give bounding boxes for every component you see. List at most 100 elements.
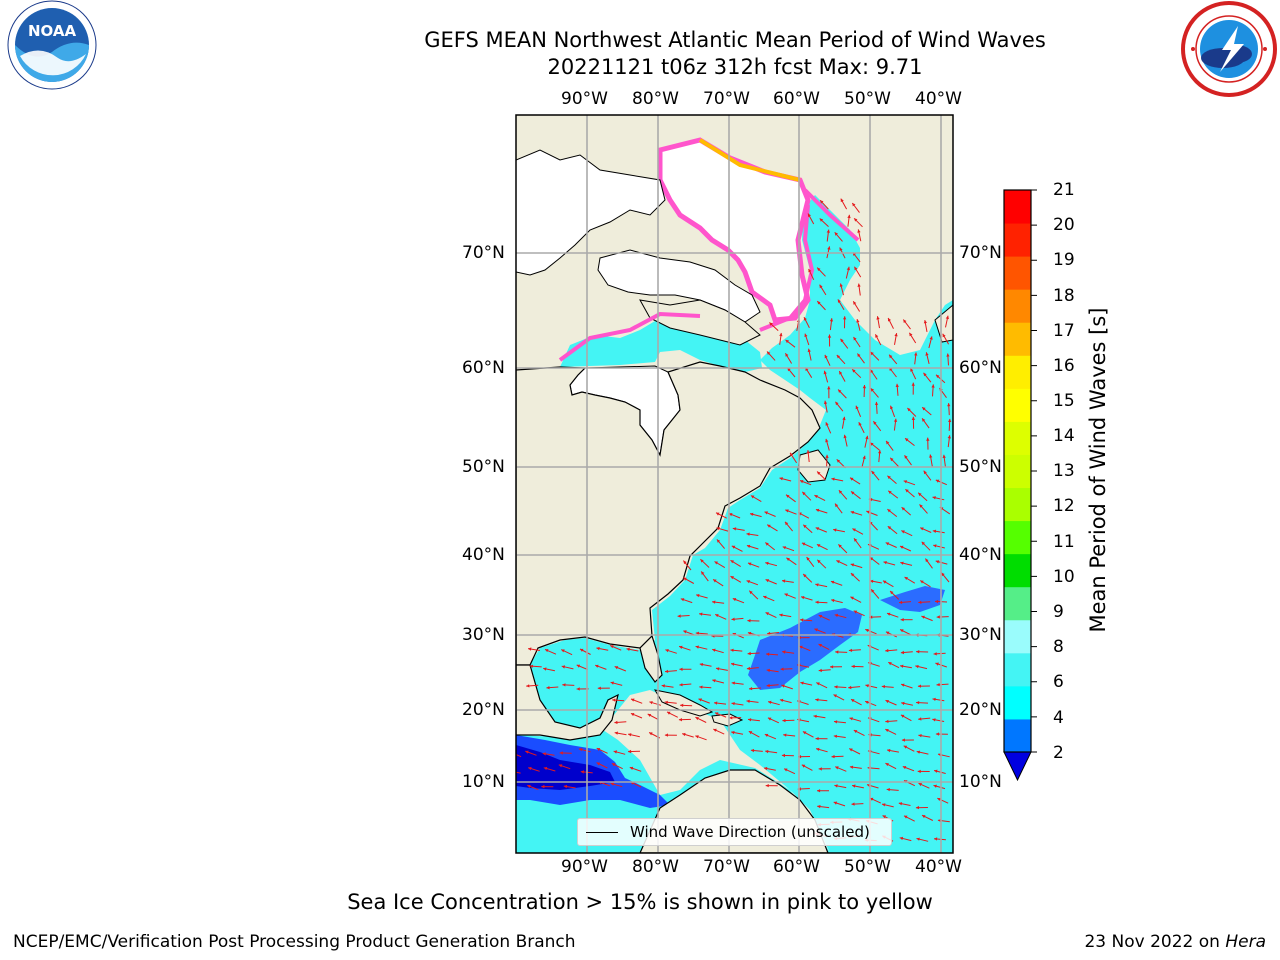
wind-wave-arrowhead xyxy=(785,521,789,526)
wind-wave-arrowhead xyxy=(942,454,946,458)
wind-wave-arrowhead xyxy=(878,450,882,454)
wind-wave-arrowhead xyxy=(783,733,787,737)
wind-wave-arrowhead xyxy=(839,371,843,375)
wind-wave-arrowhead xyxy=(786,557,790,561)
wind-wave-arrowhead xyxy=(935,662,939,666)
wind-wave-arrowhead xyxy=(925,352,929,356)
wind-wave-arrowhead xyxy=(904,455,908,459)
wind-wave-arrowhead xyxy=(900,664,904,668)
wind-wave-arrowhead xyxy=(857,229,861,233)
wind-wave-arrowhead xyxy=(768,700,772,704)
wind-wave-arrowhead xyxy=(947,435,951,439)
wind-wave-arrowhead xyxy=(817,267,821,271)
wind-wave-arrowhead xyxy=(870,388,874,392)
wind-wave-arrowhead xyxy=(839,283,843,287)
wind-wave-arrowhead xyxy=(680,703,684,707)
wind-wave-arrowhead xyxy=(851,664,855,669)
wind-wave-arrowhead xyxy=(873,421,877,425)
wind-wave-arrowhead xyxy=(870,369,874,373)
wind-wave-arrowhead xyxy=(528,647,532,651)
nws-logo-icon xyxy=(1181,1,1277,97)
colorbar-segment xyxy=(1004,223,1031,257)
wind-wave-arrowhead xyxy=(851,802,855,806)
wind-wave-arrowhead xyxy=(900,650,905,655)
wind-wave-arrowhead xyxy=(649,701,653,705)
wind-wave-arrowhead xyxy=(829,318,834,322)
wind-wave-arrowhead xyxy=(749,687,753,691)
wind-wave-arrowhead xyxy=(855,405,859,410)
wind-wave-arrowhead xyxy=(900,618,904,622)
colorbar-tick: 6 xyxy=(1053,672,1064,692)
wind-wave-arrowhead xyxy=(765,612,769,616)
wind-wave-arrowhead xyxy=(932,718,936,722)
lon-label-bottom: 50°W xyxy=(844,857,891,877)
wind-wave-arrowhead xyxy=(542,752,546,756)
wind-wave-arrowhead xyxy=(911,382,915,386)
wind-wave-arrowhead xyxy=(935,560,940,564)
wind-wave-arrowhead xyxy=(840,198,844,203)
wind-wave-arrowhead xyxy=(729,513,733,517)
wind-wave-arrowhead xyxy=(921,541,925,546)
wind-wave-arrowhead xyxy=(580,648,584,652)
colorbar-tick: 11 xyxy=(1053,532,1075,552)
wind-wave-arrowhead xyxy=(819,284,823,289)
wind-wave-arrowhead xyxy=(767,717,772,721)
wind-wave-arrowhead xyxy=(853,730,858,734)
wind-wave-arrowhead xyxy=(836,355,841,359)
wind-wave-arrowhead xyxy=(748,731,753,735)
wind-wave-arrowhead xyxy=(765,784,769,788)
colorbar-tick: 8 xyxy=(1053,637,1064,657)
wind-wave-arrowhead xyxy=(695,645,699,649)
wind-wave-arrowhead xyxy=(815,527,820,531)
wind-wave-arrowhead xyxy=(887,475,891,480)
wind-wave-arrowhead xyxy=(834,685,838,689)
wind-wave-arrowhead xyxy=(923,470,927,475)
wind-wave-arrowhead xyxy=(750,512,754,516)
wind-wave-arrow xyxy=(516,754,522,758)
wind-wave-arrowhead xyxy=(857,283,861,287)
wind-wave-arrowhead xyxy=(813,714,817,718)
wind-wave-arrowhead xyxy=(714,701,718,705)
wind-wave-arrowhead xyxy=(948,418,952,422)
wind-wave-arrowhead xyxy=(801,596,805,600)
wind-wave-arrowhead xyxy=(695,631,699,635)
wind-wave-arrowhead xyxy=(765,561,769,565)
wind-wave-arrowhead xyxy=(747,619,751,623)
wind-wave-arrowhead xyxy=(680,598,685,602)
colorbar-tick: 15 xyxy=(1053,391,1075,411)
wind-wave-arrowhead xyxy=(916,837,920,841)
wind-wave-arrowhead xyxy=(852,528,856,532)
wind-wave-arrowhead xyxy=(806,450,810,454)
wind-wave-arrowhead xyxy=(923,320,928,324)
wind-wave-arrowhead xyxy=(874,401,879,405)
lat-label-left: 60°N xyxy=(462,358,505,378)
wind-wave-arrowhead xyxy=(901,738,905,742)
wind-wave-arrowhead xyxy=(610,645,614,649)
wind-wave-arrowhead xyxy=(834,613,839,618)
lat-label-left: 70°N xyxy=(462,243,505,263)
wind-wave-arrowhead xyxy=(932,697,936,701)
wind-wave-arrowhead xyxy=(835,766,839,770)
wind-wave-arrowhead xyxy=(731,545,736,549)
wind-wave-arrowhead xyxy=(580,770,584,774)
wind-wave-arrowhead xyxy=(887,526,892,530)
wind-wave-arrowhead xyxy=(862,455,866,460)
wind-wave-arrowhead xyxy=(848,648,853,652)
wind-wave-arrowhead xyxy=(850,510,855,515)
wind-wave-arrowhead xyxy=(779,477,783,481)
wind-wave-arrowhead xyxy=(900,545,904,549)
wind-wave-arrowhead xyxy=(914,352,918,356)
wind-wave-arrowhead xyxy=(922,407,926,411)
wind-wave-arrowhead xyxy=(730,576,734,580)
wind-wave-arrowhead xyxy=(934,837,938,841)
wind-wave-arrowhead xyxy=(882,815,887,819)
wind-wave-arrowhead xyxy=(802,731,807,735)
wind-wave-arrowhead xyxy=(614,731,618,735)
wind-wave-arrowhead xyxy=(852,369,856,373)
wind-wave-arrowhead xyxy=(916,750,921,754)
wind-wave-arrow xyxy=(516,771,521,774)
wind-wave-arrowhead xyxy=(837,299,841,303)
colorbar-segment xyxy=(1004,586,1031,621)
wind-wave-arrowhead xyxy=(870,442,874,446)
wind-wave-arrowhead xyxy=(885,719,889,723)
